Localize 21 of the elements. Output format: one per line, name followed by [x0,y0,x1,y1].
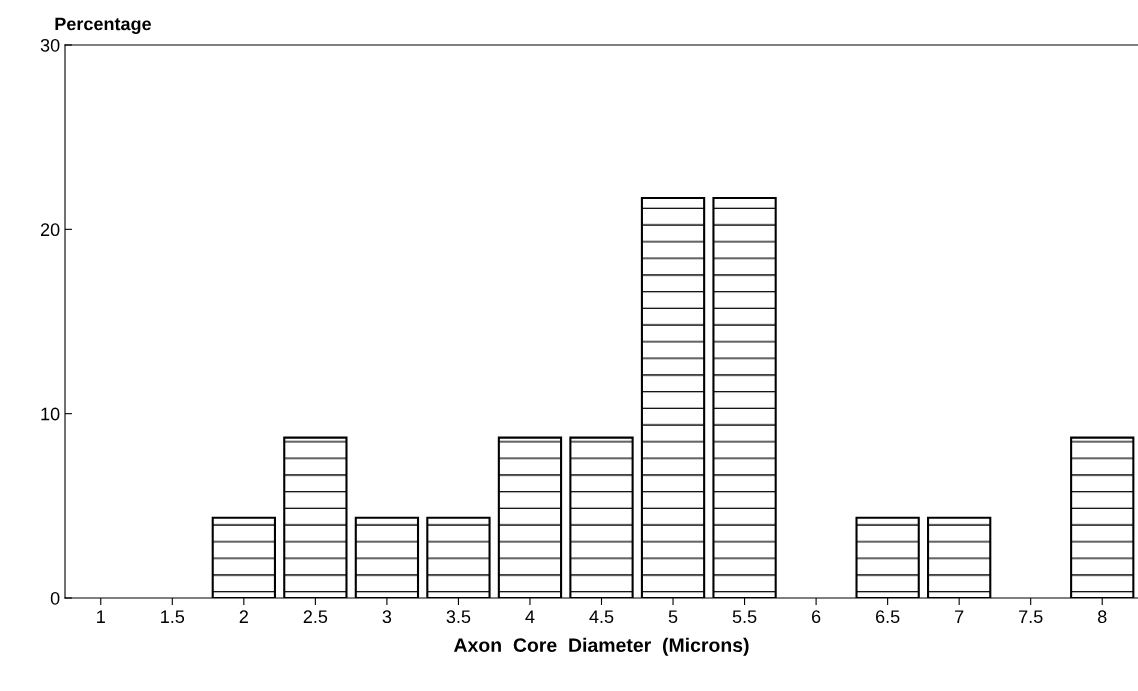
x-tick-label: 7 [955,610,964,623]
x-tick-label: 3.5 [446,610,471,624]
y-tick-label: 30 [40,38,60,52]
y-tick-label: 10 [41,407,60,421]
x-tick-label: 4 [525,610,535,623]
x-tick-label: 1 [97,610,105,623]
y-tick-label: 0 [50,591,60,605]
x-tick-label: 7.5 [1019,610,1043,624]
y-tick-label: 20 [40,223,60,237]
x-tick-label: 2 [239,610,248,623]
x-tick-label: 1.5 [161,610,185,624]
x-tick-label: 6 [812,610,821,624]
x-tick-label: 5.5 [732,610,757,624]
y-axis-title: Percentage [55,17,151,34]
x-tick-label: 2.5 [303,610,328,624]
x-tick-label: 8 [1098,610,1107,624]
x-tick-label: 5 [668,610,678,624]
x-tick-label: 6.5 [876,610,900,624]
x-tick-label: 3 [382,610,392,624]
x-tick-label: 4.5 [589,610,614,624]
x-axis-title: Axon Core Diameter (Microns) [453,637,749,656]
